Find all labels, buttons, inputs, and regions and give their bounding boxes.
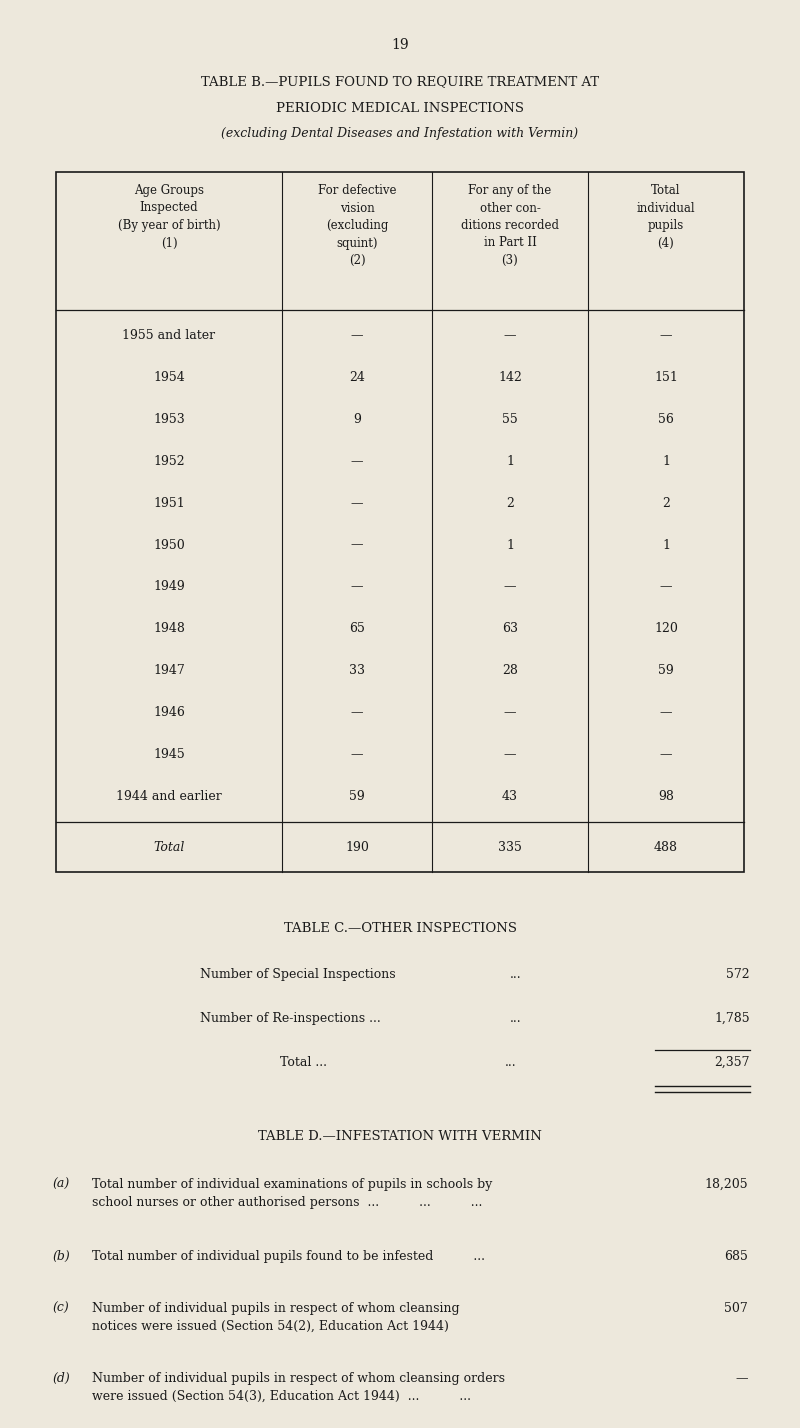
Text: (excluding Dental Diseases and Infestation with Vermin): (excluding Dental Diseases and Infestati… <box>222 127 578 140</box>
Text: (b): (b) <box>52 1250 70 1262</box>
Text: 572: 572 <box>726 968 750 981</box>
Text: 1: 1 <box>506 538 514 551</box>
Text: 1955 and later: 1955 and later <box>122 330 215 343</box>
Text: 1945: 1945 <box>153 748 185 761</box>
Text: 1949: 1949 <box>153 580 185 594</box>
Text: Number of individual pupils in respect of whom cleansing
notices were issued (Se: Number of individual pupils in respect o… <box>92 1302 460 1332</box>
Text: 9: 9 <box>353 413 361 426</box>
Text: Total number of individual pupils found to be infested          ...: Total number of individual pupils found … <box>92 1250 485 1262</box>
Text: —: — <box>350 748 363 761</box>
Text: 19: 19 <box>391 39 409 51</box>
Text: ...: ... <box>510 1012 522 1025</box>
Text: 1: 1 <box>662 538 670 551</box>
Text: ...: ... <box>510 968 522 981</box>
Text: 1951: 1951 <box>153 497 185 510</box>
Text: 1948: 1948 <box>153 623 185 635</box>
Text: 335: 335 <box>498 841 522 854</box>
Text: —: — <box>350 705 363 718</box>
Text: (c): (c) <box>52 1302 69 1315</box>
Text: TABLE B.—PUPILS FOUND TO REQUIRE TREATMENT AT: TABLE B.—PUPILS FOUND TO REQUIRE TREATME… <box>201 76 599 89</box>
Text: 1953: 1953 <box>153 413 185 426</box>
Text: 685: 685 <box>724 1250 748 1262</box>
Text: 18,205: 18,205 <box>704 1178 748 1191</box>
Text: 59: 59 <box>658 664 674 677</box>
Text: 190: 190 <box>345 841 369 854</box>
Text: Total ...: Total ... <box>280 1055 327 1070</box>
Text: 2: 2 <box>506 497 514 510</box>
Text: 33: 33 <box>349 664 365 677</box>
Text: —: — <box>350 456 363 468</box>
Text: ...: ... <box>505 1055 517 1070</box>
Text: Total number of individual examinations of pupils in schools by
school nurses or: Total number of individual examinations … <box>92 1178 492 1210</box>
Text: —: — <box>504 580 516 594</box>
Text: 120: 120 <box>654 623 678 635</box>
Text: 1: 1 <box>506 456 514 468</box>
Text: 1954: 1954 <box>153 371 185 384</box>
Text: 63: 63 <box>502 623 518 635</box>
Text: 151: 151 <box>654 371 678 384</box>
Text: 1946: 1946 <box>153 705 185 718</box>
Text: Age Groups
Inspected
(By year of birth)
(1): Age Groups Inspected (By year of birth) … <box>118 184 220 250</box>
Text: 1,785: 1,785 <box>714 1012 750 1025</box>
Text: (a): (a) <box>52 1178 70 1191</box>
Text: 507: 507 <box>724 1302 748 1315</box>
Text: 56: 56 <box>658 413 674 426</box>
Text: PERIODIC MEDICAL INSPECTIONS: PERIODIC MEDICAL INSPECTIONS <box>276 101 524 116</box>
Text: Number of individual pupils in respect of whom cleansing orders
were issued (Sec: Number of individual pupils in respect o… <box>92 1372 505 1402</box>
Text: —: — <box>504 748 516 761</box>
Text: Total: Total <box>154 841 185 854</box>
Text: 2: 2 <box>662 497 670 510</box>
Bar <box>56 171 744 873</box>
Text: —: — <box>660 330 672 343</box>
Text: For defective
vision
(excluding
squint)
(2): For defective vision (excluding squint) … <box>318 184 396 267</box>
Text: Total
individual
pupils
(4): Total individual pupils (4) <box>637 184 695 250</box>
Text: 59: 59 <box>349 790 365 803</box>
Text: 1944 and earlier: 1944 and earlier <box>116 790 222 803</box>
Text: Number of Special Inspections: Number of Special Inspections <box>200 968 396 981</box>
Text: TABLE C.—OTHER INSPECTIONS: TABLE C.—OTHER INSPECTIONS <box>283 922 517 935</box>
Text: 1952: 1952 <box>153 456 185 468</box>
Text: 43: 43 <box>502 790 518 803</box>
Text: —: — <box>735 1372 748 1385</box>
Text: 488: 488 <box>654 841 678 854</box>
Text: —: — <box>660 748 672 761</box>
Text: 98: 98 <box>658 790 674 803</box>
Text: 24: 24 <box>349 371 365 384</box>
Text: —: — <box>350 538 363 551</box>
Text: 1950: 1950 <box>153 538 185 551</box>
Text: (d): (d) <box>52 1372 70 1385</box>
Text: 1: 1 <box>662 456 670 468</box>
Text: 28: 28 <box>502 664 518 677</box>
Text: 1947: 1947 <box>153 664 185 677</box>
Text: 55: 55 <box>502 413 518 426</box>
Text: 65: 65 <box>349 623 365 635</box>
Text: For any of the
other con-
ditions recorded
in Part II
(3): For any of the other con- ditions record… <box>461 184 559 267</box>
Text: —: — <box>350 330 363 343</box>
Text: —: — <box>350 580 363 594</box>
Text: —: — <box>504 705 516 718</box>
Text: —: — <box>660 705 672 718</box>
Text: Number of Re-inspections ...: Number of Re-inspections ... <box>200 1012 381 1025</box>
Text: —: — <box>660 580 672 594</box>
Text: TABLE D.—INFESTATION WITH VERMIN: TABLE D.—INFESTATION WITH VERMIN <box>258 1130 542 1142</box>
Text: —: — <box>350 497 363 510</box>
Text: 142: 142 <box>498 371 522 384</box>
Text: 2,357: 2,357 <box>714 1055 750 1070</box>
Text: —: — <box>504 330 516 343</box>
